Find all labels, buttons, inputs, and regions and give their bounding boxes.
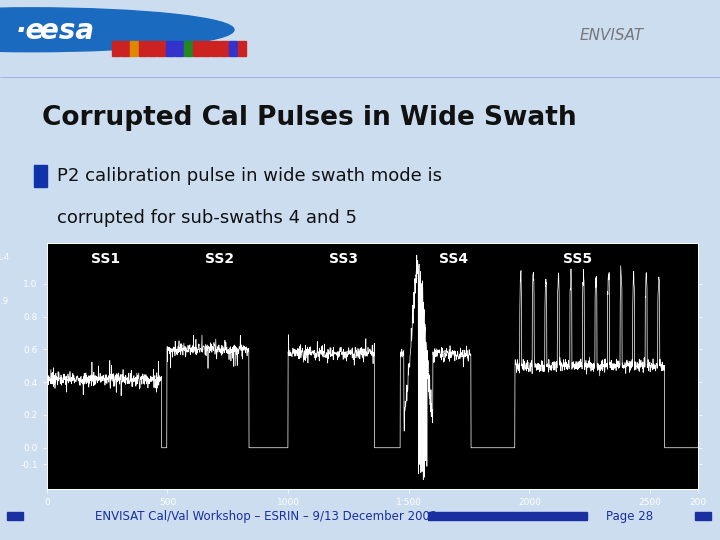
Text: ENVISAT Cal/Val Workshop – ESRIN – 9/13 December 2002: ENVISAT Cal/Val Workshop – ESRIN – 9/13 … — [95, 510, 438, 523]
Bar — [238, 40, 246, 56]
Bar — [202, 40, 210, 56]
Bar — [121, 40, 129, 56]
Bar — [184, 40, 192, 56]
Text: Page 28: Page 28 — [606, 510, 654, 523]
Text: SS2: SS2 — [205, 252, 234, 266]
Bar — [34, 165, 48, 187]
Text: SS5: SS5 — [563, 252, 593, 266]
Bar — [192, 40, 200, 56]
Bar — [130, 40, 138, 56]
Bar — [166, 40, 174, 56]
Bar — [174, 40, 183, 56]
Text: corrupted for sub-swaths 4 and 5: corrupted for sub-swaths 4 and 5 — [57, 209, 356, 227]
Bar — [229, 40, 236, 56]
Text: 1.4: 1.4 — [0, 253, 9, 262]
Text: Corrupted Cal Pulses in Wide Swath: Corrupted Cal Pulses in Wide Swath — [42, 105, 577, 131]
Text: ENVISAT: ENVISAT — [580, 28, 644, 43]
Bar — [112, 40, 120, 56]
Text: ·e: ·e — [16, 17, 45, 45]
Bar — [138, 40, 147, 56]
Text: SS3: SS3 — [329, 252, 358, 266]
Text: esa: esa — [40, 17, 94, 45]
Bar — [220, 40, 228, 56]
Bar — [7, 512, 23, 520]
Text: SS1: SS1 — [91, 252, 120, 266]
Bar — [157, 40, 165, 56]
Bar — [428, 512, 587, 520]
Text: -0.9: -0.9 — [0, 297, 9, 306]
Circle shape — [0, 8, 234, 52]
Bar — [148, 40, 156, 56]
Text: SS4: SS4 — [439, 252, 469, 266]
Text: P2 calibration pulse in wide swath mode is: P2 calibration pulse in wide swath mode … — [57, 167, 441, 185]
Bar — [210, 40, 219, 56]
Bar — [695, 512, 711, 520]
Bar — [0, 78, 720, 87]
